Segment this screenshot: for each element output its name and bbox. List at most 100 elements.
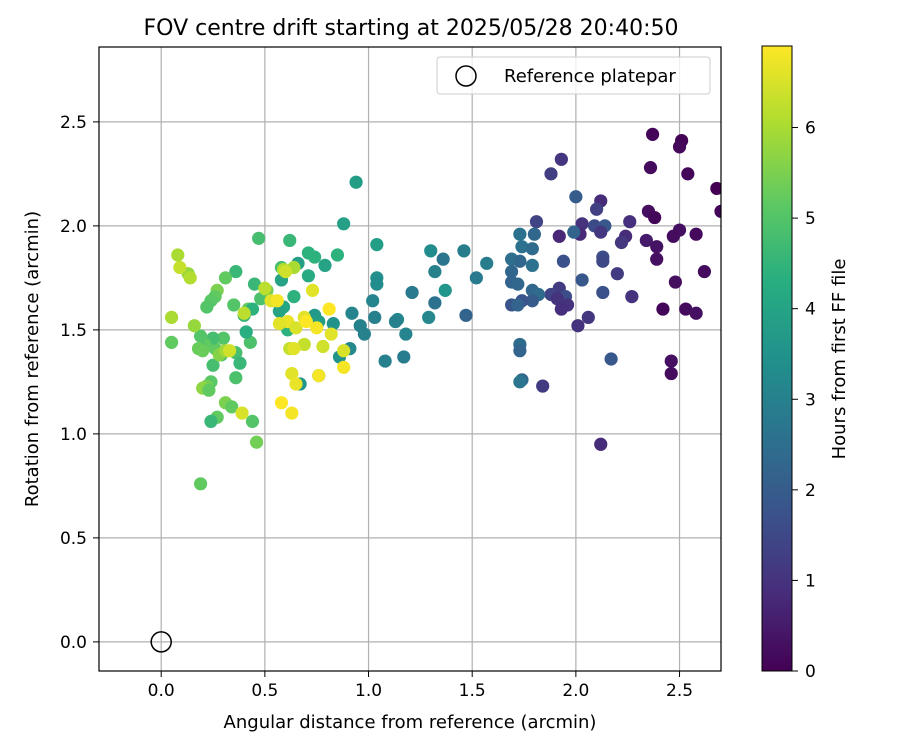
data-point xyxy=(272,317,286,331)
data-point xyxy=(196,344,210,358)
data-point xyxy=(316,339,330,354)
data-point xyxy=(258,281,272,295)
data-point xyxy=(569,190,583,204)
data-point xyxy=(397,350,411,364)
data-point xyxy=(513,375,527,389)
data-point xyxy=(187,319,201,333)
data-point xyxy=(326,317,340,331)
data-point xyxy=(511,298,525,312)
x-tick-label: 1.0 xyxy=(355,681,382,701)
data-point xyxy=(428,296,442,310)
data-point xyxy=(438,283,452,297)
data-point xyxy=(366,294,380,308)
data-point xyxy=(171,248,185,262)
data-point xyxy=(623,215,637,229)
data-point xyxy=(596,285,610,300)
y-tick-label: 2.0 xyxy=(60,217,87,237)
data-point xyxy=(536,379,550,393)
data-point xyxy=(370,238,384,252)
data-point xyxy=(237,306,251,320)
data-point xyxy=(233,356,247,370)
data-point xyxy=(571,319,585,333)
data-point xyxy=(337,360,351,374)
data-point xyxy=(581,310,595,324)
y-tick-label: 2.5 xyxy=(60,113,87,133)
data-point xyxy=(511,277,525,291)
x-axis-label: Angular distance from reference (arcmin) xyxy=(224,712,597,733)
data-point xyxy=(594,225,608,239)
data-point xyxy=(422,310,436,324)
data-point xyxy=(279,265,293,279)
data-point xyxy=(283,233,297,248)
x-tick-label: 1.5 xyxy=(459,681,486,701)
data-point xyxy=(614,235,629,250)
data-point xyxy=(648,210,662,225)
data-point xyxy=(556,254,571,268)
data-point xyxy=(204,414,218,428)
data-point xyxy=(529,215,544,229)
data-points xyxy=(164,127,721,491)
data-point xyxy=(164,335,179,349)
data-point xyxy=(216,331,230,345)
data-point xyxy=(399,327,413,341)
data-point xyxy=(525,294,539,308)
data-point xyxy=(668,275,682,289)
y-tick-label: 1.0 xyxy=(60,425,87,445)
colorbar-tick-label: 2 xyxy=(805,481,816,501)
data-point xyxy=(567,225,581,239)
data-point xyxy=(480,256,494,270)
data-point xyxy=(206,358,220,372)
colorbar-tick-label: 1 xyxy=(805,571,816,591)
data-point xyxy=(322,302,336,316)
data-point xyxy=(287,290,301,304)
data-point xyxy=(200,300,214,314)
y-tick-label: 0.0 xyxy=(60,633,87,653)
data-point xyxy=(459,308,473,322)
data-point xyxy=(272,304,286,318)
data-point xyxy=(164,310,179,324)
data-point xyxy=(552,229,566,243)
data-point xyxy=(697,265,712,279)
data-point xyxy=(469,271,483,285)
data-point xyxy=(714,204,721,218)
data-point xyxy=(554,302,568,316)
data-point xyxy=(610,267,624,281)
data-point xyxy=(345,306,359,320)
colorbar-tick-label: 5 xyxy=(805,209,816,229)
data-point xyxy=(575,217,589,231)
legend-marker-icon xyxy=(455,65,477,87)
legend: Reference platepar xyxy=(436,56,711,95)
colorbar-tick-label: 0 xyxy=(805,662,816,682)
data-point xyxy=(596,254,610,268)
data-point xyxy=(310,321,324,335)
data-point xyxy=(297,337,311,352)
data-point xyxy=(554,152,568,166)
data-point xyxy=(312,369,326,383)
data-point xyxy=(349,175,363,189)
colorbar: 0 1 2 3 4 5 6 Hours from first FF file xyxy=(761,45,850,682)
data-point xyxy=(337,217,351,231)
data-point xyxy=(457,244,471,258)
data-point xyxy=(689,227,703,241)
data-point xyxy=(225,400,239,414)
data-point xyxy=(218,271,233,285)
x-axis: 0.0 0.5 1.0 1.5 2.0 2.5 xyxy=(148,671,693,701)
colorbar-tick-label: 3 xyxy=(805,390,816,410)
x-tick-label: 0.5 xyxy=(251,681,278,701)
colorbar-gradient xyxy=(761,45,793,672)
colorbar-label: Hours from first FF file xyxy=(829,259,850,460)
x-tick-label: 0.0 xyxy=(148,681,175,701)
data-point xyxy=(229,371,243,385)
data-point xyxy=(243,335,257,349)
data-point xyxy=(689,306,703,320)
data-point xyxy=(287,342,301,356)
colorbar-tick-label: 4 xyxy=(805,300,816,320)
plot-frame xyxy=(98,46,722,672)
data-point xyxy=(370,277,384,291)
data-point xyxy=(544,167,558,181)
data-point xyxy=(318,258,332,272)
colorbar-axis: 0 1 2 3 4 5 6 xyxy=(792,119,816,682)
data-point xyxy=(239,325,253,339)
data-point xyxy=(247,277,262,291)
